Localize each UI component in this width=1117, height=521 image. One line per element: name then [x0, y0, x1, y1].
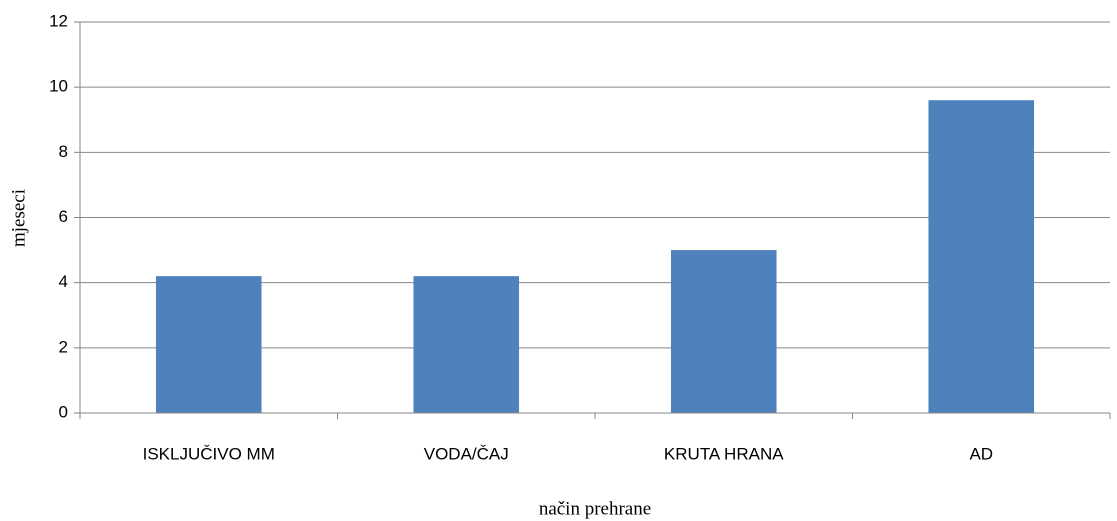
bar: [413, 276, 520, 413]
y-tick-label: 2: [59, 337, 68, 356]
bar: [670, 250, 777, 413]
y-tick-label: 8: [59, 142, 68, 161]
y-axis-title: mjeseci: [8, 189, 29, 247]
y-tick-label: 12: [49, 11, 68, 30]
x-tick-label: ISKLJUČIVO MM: [143, 444, 275, 463]
y-tick-label: 0: [59, 402, 68, 421]
bar: [155, 276, 262, 413]
x-tick-label: VODA/ČAJ: [424, 444, 509, 463]
x-axis-title: način prehrane: [539, 498, 651, 519]
y-tick-label: 10: [49, 77, 68, 96]
bar: [928, 100, 1035, 413]
x-tick-label: KRUTA HRANA: [664, 444, 784, 463]
x-tick-label: AD: [969, 444, 993, 463]
y-tick-label: 6: [59, 207, 68, 226]
y-tick-label: 4: [59, 272, 68, 291]
